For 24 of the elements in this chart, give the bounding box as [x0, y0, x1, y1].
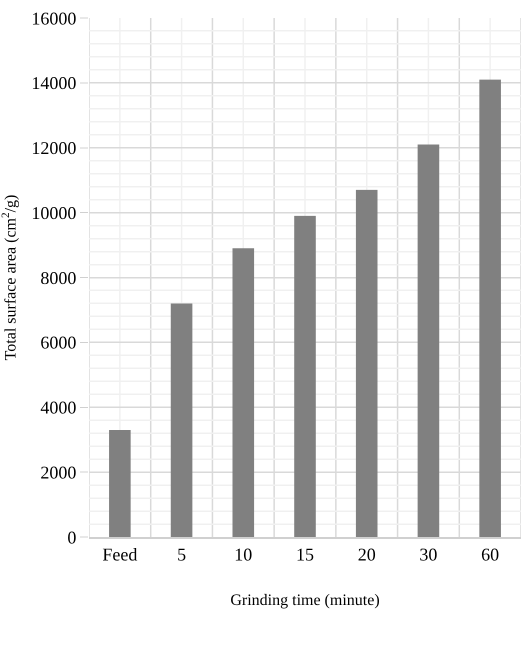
- y-tick-label: 4000: [40, 398, 76, 418]
- x-axis-title: Grinding time (minute): [230, 592, 380, 609]
- y-tick-label: 16000: [31, 8, 76, 28]
- bar: [418, 144, 440, 537]
- x-tick-label: 10: [234, 544, 252, 565]
- bar: [109, 430, 131, 537]
- x-tick-label: Feed: [102, 544, 138, 565]
- y-tick-label: 0: [67, 527, 76, 548]
- bar: [294, 216, 316, 537]
- y-tick-label: 10000: [31, 202, 76, 223]
- x-tick-label: 5: [177, 544, 186, 565]
- y-tick-label: 14000: [31, 73, 76, 94]
- bar: [356, 190, 378, 537]
- bar: [170, 303, 192, 537]
- y-tick-label: 8000: [40, 268, 76, 288]
- y-tick-label: 2000: [40, 462, 76, 482]
- x-tick-label: 15: [296, 544, 314, 565]
- x-tick-label: 30: [419, 544, 438, 565]
- y-tick-label: 6000: [40, 332, 76, 353]
- x-tick-label: 20: [358, 544, 376, 565]
- bar: [232, 248, 254, 537]
- y-tick-label: 12000: [31, 138, 76, 158]
- bar: [479, 80, 501, 537]
- x-tick-label: 60: [481, 544, 500, 565]
